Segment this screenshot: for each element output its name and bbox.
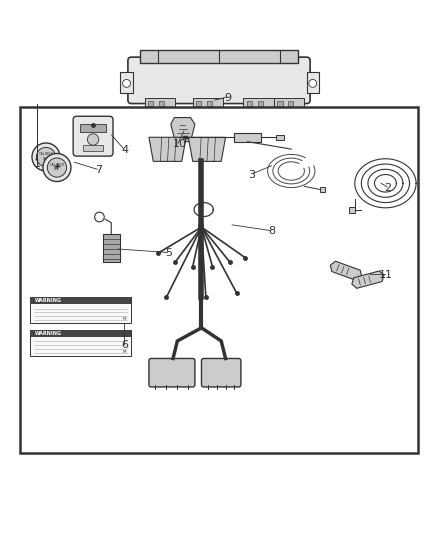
Circle shape bbox=[43, 154, 71, 182]
Bar bbox=[30, 330, 131, 356]
Polygon shape bbox=[330, 261, 362, 280]
Text: 8: 8 bbox=[268, 227, 275, 237]
Polygon shape bbox=[149, 138, 186, 161]
Circle shape bbox=[309, 79, 317, 87]
Bar bbox=[349, 207, 355, 213]
Circle shape bbox=[36, 147, 56, 167]
Circle shape bbox=[123, 79, 131, 87]
Bar bbox=[320, 187, 325, 192]
Text: 2: 2 bbox=[384, 183, 391, 192]
Bar bbox=[148, 101, 153, 106]
FancyBboxPatch shape bbox=[73, 116, 113, 156]
Bar bbox=[207, 101, 212, 106]
Text: WARNING: WARNING bbox=[35, 298, 62, 303]
Text: CALIBER: CALIBER bbox=[49, 163, 64, 167]
Bar bbox=[30, 297, 131, 304]
Bar bbox=[243, 98, 274, 108]
Bar bbox=[30, 330, 131, 336]
Text: 11: 11 bbox=[378, 270, 392, 280]
Text: M: M bbox=[123, 350, 127, 354]
Bar bbox=[276, 135, 284, 140]
Circle shape bbox=[87, 134, 99, 145]
Text: 6: 6 bbox=[121, 341, 128, 350]
Bar bbox=[234, 133, 261, 142]
Circle shape bbox=[32, 143, 60, 171]
Bar bbox=[140, 50, 298, 63]
Text: 4: 4 bbox=[121, 146, 128, 156]
Circle shape bbox=[95, 212, 104, 222]
Bar bbox=[83, 145, 103, 151]
Text: M: M bbox=[123, 317, 127, 321]
Bar bbox=[288, 101, 293, 106]
Bar bbox=[258, 101, 263, 106]
Text: 9: 9 bbox=[224, 93, 231, 103]
Text: 10: 10 bbox=[173, 139, 187, 149]
Bar bbox=[307, 71, 319, 93]
Bar bbox=[30, 297, 131, 324]
Text: R/T: R/T bbox=[54, 167, 60, 171]
Bar bbox=[277, 101, 283, 106]
FancyBboxPatch shape bbox=[149, 359, 195, 387]
Text: 7: 7 bbox=[95, 165, 102, 175]
Bar bbox=[145, 98, 175, 108]
Bar bbox=[274, 98, 304, 108]
Polygon shape bbox=[171, 118, 195, 142]
FancyBboxPatch shape bbox=[128, 57, 310, 103]
Text: 3: 3 bbox=[248, 169, 255, 180]
Circle shape bbox=[47, 158, 67, 177]
Bar bbox=[120, 71, 133, 93]
Polygon shape bbox=[188, 138, 226, 161]
Text: R/T: R/T bbox=[43, 157, 49, 161]
Bar bbox=[193, 98, 223, 108]
Bar bbox=[103, 233, 120, 262]
Bar bbox=[20, 107, 418, 453]
Polygon shape bbox=[352, 271, 384, 288]
Text: WARNING: WARNING bbox=[35, 331, 62, 336]
Text: 5: 5 bbox=[165, 248, 172, 259]
Bar bbox=[196, 101, 201, 106]
Text: CALIBER: CALIBER bbox=[39, 152, 53, 156]
Bar bbox=[247, 101, 252, 106]
FancyBboxPatch shape bbox=[201, 359, 241, 387]
Bar bbox=[159, 101, 164, 106]
Bar bbox=[80, 124, 106, 132]
Text: 1: 1 bbox=[34, 159, 41, 168]
